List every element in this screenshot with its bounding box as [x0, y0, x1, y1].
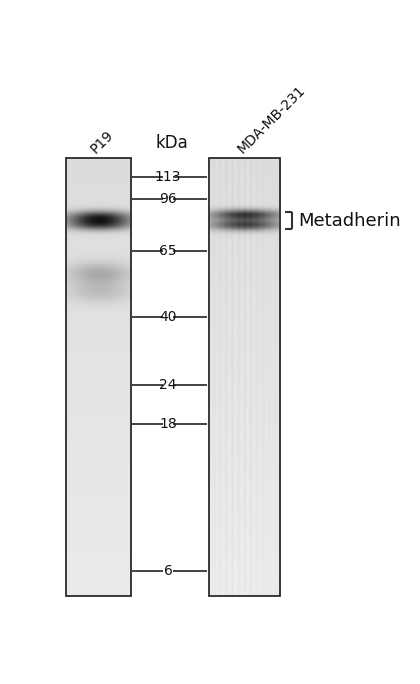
Text: kDa: kDa	[155, 133, 188, 152]
Text: 18: 18	[159, 417, 177, 431]
Text: Metadherin: Metadherin	[298, 211, 401, 230]
Bar	[66, 159, 131, 596]
Bar	[209, 159, 281, 596]
Text: 40: 40	[159, 310, 177, 324]
Text: 24: 24	[159, 378, 177, 392]
Text: 113: 113	[155, 170, 181, 184]
Text: MDA-MB-231: MDA-MB-231	[235, 83, 308, 156]
Text: 6: 6	[164, 564, 173, 578]
Text: 96: 96	[159, 192, 177, 206]
Text: P19: P19	[88, 127, 116, 156]
Text: 65: 65	[159, 244, 177, 259]
